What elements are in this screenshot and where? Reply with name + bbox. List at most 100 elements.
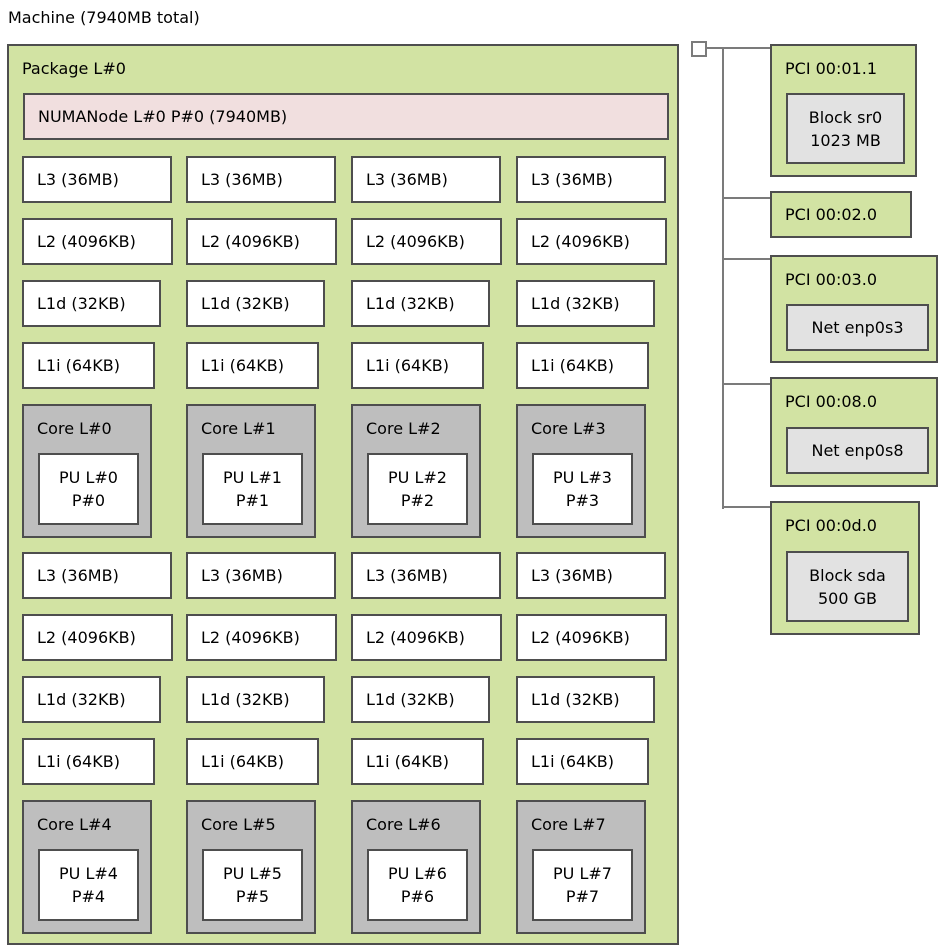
l2-cache-box: L2 (4096KB) [516, 614, 667, 661]
device-label-line2: 1023 MB [810, 130, 881, 150]
core-label: Core L#1 [201, 419, 276, 438]
pu-label-line2: P#1 [235, 491, 270, 510]
pu-box: PU L#0 P#0 [38, 453, 139, 525]
core-box: Core L#7 PU L#7 P#7 [516, 800, 646, 934]
l1d-cache-box: L1d (32KB) [186, 280, 325, 327]
pu-label-line2: P#5 [235, 887, 270, 906]
l3-cache-label: L3 (36MB) [531, 170, 613, 189]
block-device-box: Block sda 500 GB [786, 551, 909, 622]
l3-cache-label: L3 (36MB) [366, 566, 448, 585]
l1d-cache-label: L1d (32KB) [531, 294, 620, 313]
pci-box: PCI 00:03.0 Net enp0s3 [770, 255, 938, 363]
pu-label-line1: PU L#4 [59, 864, 118, 883]
pci-label: PCI 00:0d.0 [785, 516, 877, 535]
l3-cache-label: L3 (36MB) [201, 566, 283, 585]
pci-box: PCI 00:01.1 Block sr0 1023 MB [770, 44, 917, 177]
l3-cache-label: L3 (36MB) [37, 566, 119, 585]
pci-label: PCI 00:02.0 [785, 205, 877, 224]
pu-label-line2: P#0 [71, 491, 106, 510]
l3-cache-box: L3 (36MB) [22, 156, 172, 203]
l3-cache-label: L3 (36MB) [37, 170, 119, 189]
pu-label-line1: PU L#7 [553, 864, 612, 883]
l1i-cache-label: L1i (64KB) [531, 356, 614, 375]
package-label: Package L#0 [22, 59, 126, 78]
connector-line-branch [722, 197, 770, 199]
core-box: Core L#3 PU L#3 P#3 [516, 404, 646, 538]
device-label-line1: Net enp0s8 [811, 441, 904, 460]
pu-box: PU L#2 P#2 [367, 453, 468, 525]
l3-cache-label: L3 (36MB) [201, 170, 283, 189]
l3-cache-box: L3 (36MB) [351, 156, 501, 203]
l1d-cache-box: L1d (32KB) [351, 676, 490, 723]
core-label: Core L#3 [531, 419, 606, 438]
core-label: Core L#7 [531, 815, 606, 834]
pu-box: PU L#3 P#3 [532, 453, 633, 525]
l1i-cache-label: L1i (64KB) [366, 356, 449, 375]
pci-box: PCI 00:02.0 [770, 191, 912, 238]
l1i-cache-box: L1i (64KB) [351, 738, 484, 785]
core-label: Core L#6 [366, 815, 441, 834]
l1d-cache-label: L1d (32KB) [531, 690, 620, 709]
l2-cache-box: L2 (4096KB) [22, 614, 173, 661]
l3-cache-box: L3 (36MB) [22, 552, 172, 599]
l1d-cache-label: L1d (32KB) [201, 690, 290, 709]
block-device-box: Block sr0 1023 MB [786, 93, 905, 164]
pci-label: PCI 00:01.1 [785, 59, 877, 78]
pu-box: PU L#4 P#4 [38, 849, 139, 921]
l1i-cache-label: L1i (64KB) [201, 356, 284, 375]
l1d-cache-box: L1d (32KB) [351, 280, 490, 327]
l2-cache-box: L2 (4096KB) [186, 614, 337, 661]
l1d-cache-box: L1d (32KB) [22, 280, 161, 327]
l3-cache-box: L3 (36MB) [516, 156, 666, 203]
l2-cache-box: L2 (4096KB) [351, 614, 502, 661]
net-device-box: Net enp0s8 [786, 427, 929, 474]
core-box: Core L#1 PU L#1 P#1 [186, 404, 316, 538]
l3-cache-box: L3 (36MB) [351, 552, 501, 599]
l1d-cache-label: L1d (32KB) [37, 690, 126, 709]
l1d-cache-label: L1d (32KB) [366, 690, 455, 709]
pu-label-line2: P#2 [400, 491, 435, 510]
device-label-line1: Block sr0 [808, 107, 883, 127]
l3-cache-box: L3 (36MB) [186, 552, 336, 599]
l1i-cache-box: L1i (64KB) [22, 342, 155, 389]
l1i-cache-label: L1i (64KB) [531, 752, 614, 771]
core-box: Core L#0 PU L#0 P#0 [22, 404, 152, 538]
pu-box: PU L#5 P#5 [202, 849, 303, 921]
pu-label-line1: PU L#1 [223, 468, 282, 487]
l1i-cache-label: L1i (64KB) [366, 752, 449, 771]
device-label-line1: Net enp0s3 [811, 318, 904, 337]
l1i-cache-box: L1i (64KB) [351, 342, 484, 389]
l2-cache-label: L2 (4096KB) [37, 628, 136, 647]
pci-label: PCI 00:08.0 [785, 392, 877, 411]
l2-cache-label: L2 (4096KB) [201, 628, 300, 647]
pu-label-line2: P#4 [71, 887, 106, 906]
pu-box: PU L#6 P#6 [367, 849, 468, 921]
machine-title: Machine (7940MB total) [8, 8, 200, 27]
pu-label-line1: PU L#6 [388, 864, 447, 883]
l1i-cache-box: L1i (64KB) [186, 738, 319, 785]
connector-line-root [707, 47, 770, 49]
l2-cache-box: L2 (4096KB) [351, 218, 502, 265]
core-label: Core L#4 [37, 815, 112, 834]
core-box: Core L#5 PU L#5 P#5 [186, 800, 316, 934]
l3-cache-label: L3 (36MB) [366, 170, 448, 189]
l1d-cache-label: L1d (32KB) [37, 294, 126, 313]
pu-label-line1: PU L#0 [59, 468, 118, 487]
l2-cache-label: L2 (4096KB) [531, 232, 630, 251]
l1d-cache-label: L1d (32KB) [366, 294, 455, 313]
l1d-cache-box: L1d (32KB) [516, 676, 655, 723]
core-label: Core L#2 [366, 419, 441, 438]
l2-cache-box: L2 (4096KB) [22, 218, 173, 265]
connector-line-branch [722, 383, 770, 385]
pu-label-line1: PU L#3 [553, 468, 612, 487]
l2-cache-label: L2 (4096KB) [37, 232, 136, 251]
core-box: Core L#4 PU L#4 P#4 [22, 800, 152, 934]
numanode-box: NUMANode L#0 P#0 (7940MB) [23, 93, 669, 140]
l2-cache-label: L2 (4096KB) [366, 628, 465, 647]
core-box: Core L#2 PU L#2 P#2 [351, 404, 481, 538]
numanode-label: NUMANode L#0 P#0 (7940MB) [38, 107, 288, 126]
device-label-line1: Block sda [809, 565, 886, 585]
core-box: Core L#6 PU L#6 P#6 [351, 800, 481, 934]
pu-label-line2: P#7 [565, 887, 600, 906]
